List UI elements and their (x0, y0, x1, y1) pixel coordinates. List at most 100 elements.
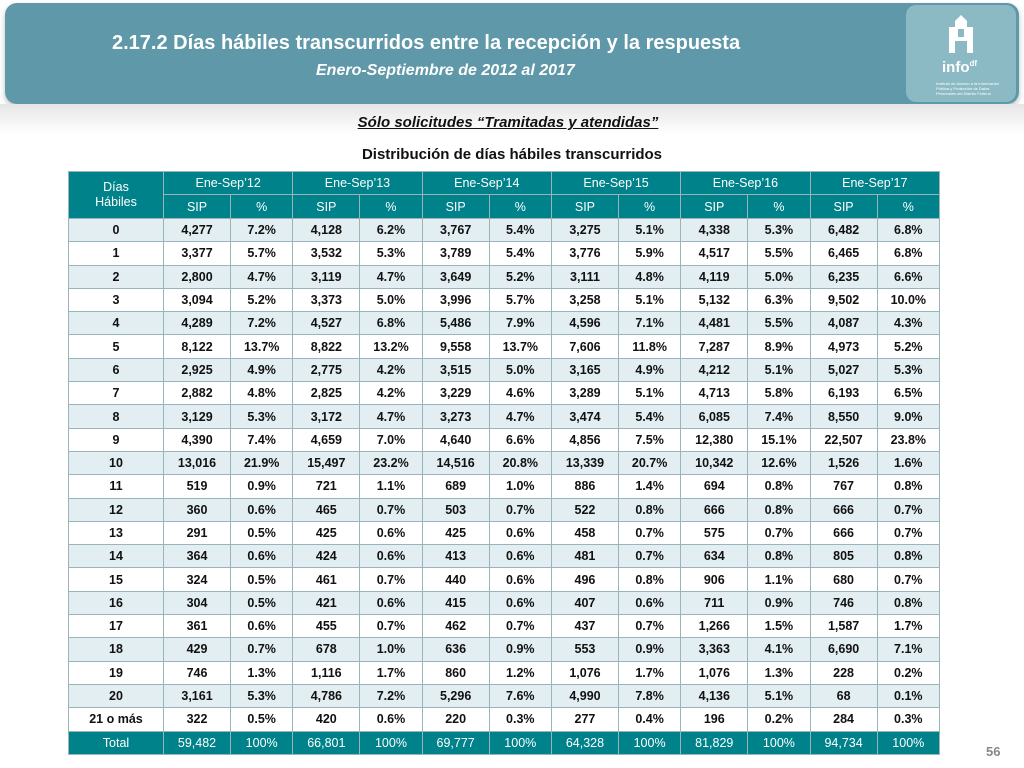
percent-cell: 0.7% (876, 520, 941, 546)
percent-cell: 5.3% (359, 241, 423, 266)
sip-cell: 3,767 (421, 217, 490, 243)
percent-cell: 5.7% (488, 287, 552, 313)
sip-cell: 694 (680, 474, 749, 499)
percent-cell: 0.9% (230, 474, 294, 499)
percent-cell: 7.4% (230, 427, 294, 452)
percent-cell: 0.6% (488, 590, 552, 616)
percent-cell: 6.8% (359, 311, 423, 336)
subheader-percent: % (876, 194, 941, 219)
percent-cell: 7.2% (230, 217, 294, 243)
percent-cell: 0.9% (488, 637, 552, 662)
sip-cell: 429 (162, 637, 232, 662)
sip-cell: 12,380 (680, 427, 749, 452)
percent-cell: 0.6% (617, 590, 682, 616)
sip-cell: 4,481 (680, 311, 749, 336)
subheader-percent: % (617, 194, 682, 219)
sip-cell: 886 (550, 474, 619, 499)
total-sip-cell: 69,777 (421, 730, 490, 755)
percent-cell: 6.8% (876, 241, 941, 266)
sip-cell: 4,338 (680, 217, 749, 243)
percent-cell: 1.7% (359, 660, 423, 685)
percent-cell: 0.7% (617, 544, 682, 569)
sip-cell: 3,165 (550, 357, 619, 383)
table-row: 13 291 0.5% 425 0.6% 425 0.6% 458 0.7% 575 0.7% 666… (68, 520, 941, 546)
sip-cell: 407 (550, 590, 619, 616)
percent-cell: 4.7% (359, 264, 423, 289)
days-cell: 9 (68, 427, 164, 452)
sip-cell: 805 (809, 544, 878, 569)
percent-cell: 5.5% (747, 311, 811, 336)
sip-cell: 4,517 (680, 241, 749, 266)
sip-cell: 2,775 (292, 357, 361, 383)
sip-cell: 6,690 (809, 637, 878, 662)
percent-cell: 1.2% (488, 660, 552, 685)
percent-cell: 4.9% (617, 357, 682, 383)
percent-cell: 5.5% (747, 241, 811, 266)
sip-cell: 3,363 (680, 637, 749, 662)
percent-cell: 4.7% (230, 264, 294, 289)
sip-cell: 4,277 (162, 217, 232, 243)
sip-cell: 8,822 (292, 334, 361, 359)
subheader-percent: % (230, 194, 294, 219)
percent-cell: 4.3% (876, 311, 941, 336)
sip-cell: 6,465 (809, 241, 878, 266)
sip-cell: 746 (809, 590, 878, 616)
percent-cell: 21.9% (230, 450, 294, 476)
percent-cell: 1.5% (747, 614, 811, 639)
subheader-percent: % (359, 194, 423, 219)
sip-cell: 9,558 (421, 334, 490, 359)
sip-cell: 437 (550, 614, 619, 639)
percent-cell: 0.1% (876, 683, 941, 709)
sip-cell: 4,119 (680, 264, 749, 289)
table-row: 20 3,161 5.3% 4,786 7.2% 5,296 7.6% 4,990 7.8% 4,… (68, 683, 941, 709)
sip-cell: 666 (809, 497, 878, 522)
percent-cell: 1.3% (747, 660, 811, 685)
sip-cell: 711 (680, 590, 749, 616)
days-cell: 10 (68, 450, 164, 476)
total-sip-cell: 81,829 (680, 730, 749, 755)
sip-cell: 3,377 (162, 241, 232, 266)
sip-cell: 4,786 (292, 683, 361, 709)
percent-cell: 13.7% (230, 334, 294, 359)
percent-cell: 0.3% (876, 707, 941, 732)
table-row: 1 3,377 5.7% 3,532 5.3% 3,789 5.4% 3,776 5.9% 4,5… (68, 241, 941, 266)
percent-cell: 1.1% (747, 567, 811, 592)
sip-cell: 767 (809, 474, 878, 499)
percent-cell: 6.5% (876, 381, 941, 406)
sip-cell: 1,266 (680, 614, 749, 639)
period-header: Ene-Sep’14 (421, 171, 552, 195)
days-cell: 6 (68, 357, 164, 383)
total-percent-cell: 100% (359, 730, 423, 755)
sip-cell: 462 (421, 614, 490, 639)
sip-cell: 324 (162, 567, 232, 592)
sip-cell: 678 (292, 637, 361, 662)
sip-cell: 277 (550, 707, 619, 732)
percent-cell: 0.7% (747, 520, 811, 546)
percent-cell: 0.5% (230, 567, 294, 592)
percent-cell: 0.8% (747, 474, 811, 499)
sip-cell: 2,825 (292, 381, 361, 406)
table-row: 17 361 0.6% 455 0.7% 462 0.7% 437 0.7% 1,266 1.5% 1… (68, 614, 941, 639)
percent-cell: 4.7% (359, 404, 423, 429)
percent-cell: 0.6% (359, 590, 423, 616)
percent-cell: 7.4% (747, 404, 811, 429)
days-cell: 21 o más (68, 707, 164, 732)
percent-cell: 0.7% (617, 614, 682, 639)
percent-cell: 0.6% (230, 497, 294, 522)
sip-cell: 458 (550, 520, 619, 546)
days-cell: 12 (68, 497, 164, 522)
sip-cell: 413 (421, 544, 490, 569)
days-cell: 18 (68, 637, 164, 662)
percent-cell: 0.7% (876, 567, 941, 592)
total-percent-cell: 100% (876, 730, 941, 755)
table-row: 9 4,390 7.4% 4,659 7.0% 4,640 6.6% 4,856 7.5% 12,… (68, 427, 941, 452)
sip-cell: 1,116 (292, 660, 361, 685)
table-row: 0 4,277 7.2% 4,128 6.2% 3,767 5.4% 3,275 5.1% 4,3… (68, 217, 941, 243)
sip-cell: 415 (421, 590, 490, 616)
period-header: Ene-Sep’17 (809, 171, 941, 195)
sip-cell: 3,129 (162, 404, 232, 429)
sip-cell: 8,122 (162, 334, 232, 359)
sip-cell: 5,486 (421, 311, 490, 336)
percent-cell: 4.1% (747, 637, 811, 662)
sip-cell: 3,649 (421, 264, 490, 289)
